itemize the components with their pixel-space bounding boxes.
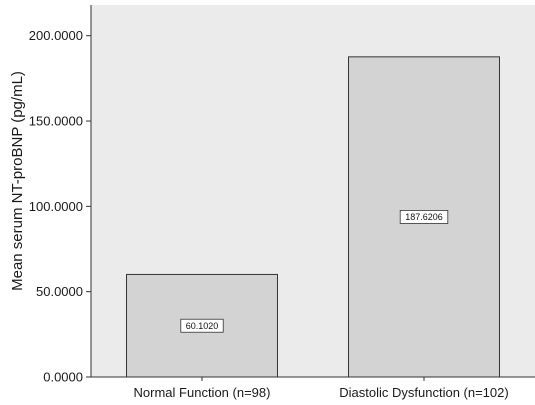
x-tick-label: Diastolic Dysfunction (n=102) (339, 385, 508, 400)
data-label: 187.6206 (405, 212, 443, 222)
y-tick-label: 100.0000 (29, 199, 83, 214)
data-label-box (180, 318, 224, 333)
x-axis-ticks: Normal Function (n=98) Diastolic Dysfunct… (134, 377, 509, 400)
y-axis-ticks: 0.0000 50.0000 100.0000 150.0000 200.0000 (29, 28, 91, 385)
x-tick-label: Normal Function (n=98) (134, 385, 271, 400)
bars: 60.1020 187.6206 (126, 56, 500, 378)
y-tick-label: 50.0000 (36, 284, 83, 299)
y-tick-label: 150.0000 (29, 114, 83, 129)
y-tick-label: 0.0000 (43, 370, 83, 385)
y-tick-label: 200.0000 (29, 28, 83, 43)
data-label-box (399, 210, 449, 224)
y-axis-title: Mean serum NT-proBNP (pg/mL) (9, 71, 26, 291)
data-label: 60.1020 (186, 321, 219, 331)
